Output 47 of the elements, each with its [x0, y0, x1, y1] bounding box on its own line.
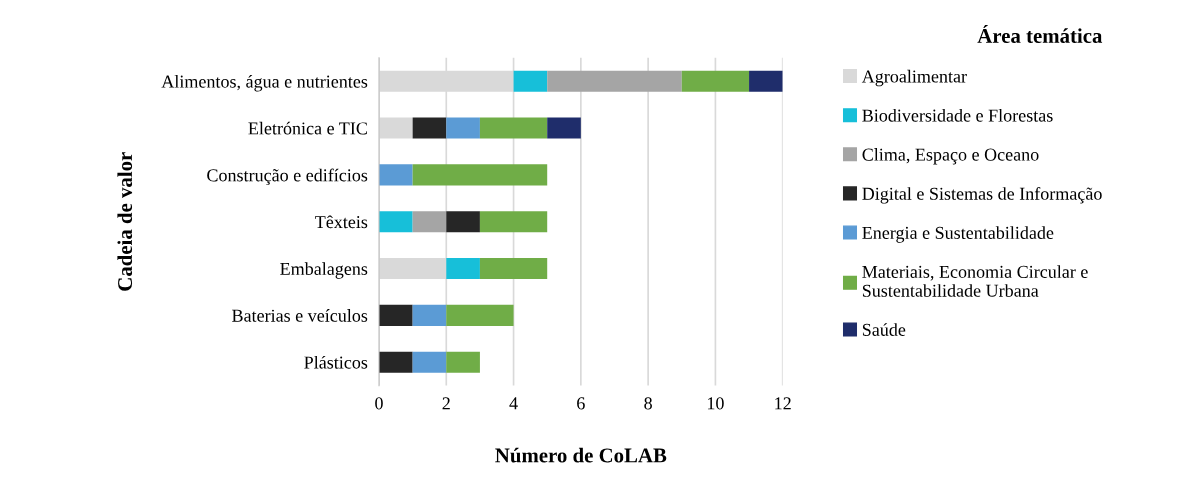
y-tick-label: Construção e edifícios	[207, 168, 368, 186]
bar	[547, 117, 581, 139]
bar	[412, 211, 447, 233]
x-tick-label: 4	[509, 397, 518, 410]
bar	[378, 117, 413, 139]
bar	[378, 211, 413, 233]
bar	[412, 351, 447, 373]
bar	[547, 70, 682, 92]
bar	[446, 117, 480, 139]
y-axis-title: Cadeia de valor	[117, 152, 133, 291]
bar	[412, 304, 447, 326]
bar	[479, 211, 548, 233]
y-tick-label: Eletrónica e TIC	[248, 121, 367, 135]
x-tick-label: 2	[442, 397, 450, 410]
bar	[378, 351, 413, 373]
y-tick-label: Plásticos	[304, 355, 368, 369]
legend-label: Biodiversidade e Florestas	[862, 108, 1053, 122]
legend-label: Clima, Espaço e Oceano	[862, 148, 1039, 165]
y-tick-label: Têxteis	[315, 215, 368, 229]
x-tick-label: 12	[775, 397, 791, 410]
y-tick-label: Alimentos, água e nutrientes	[161, 74, 368, 92]
bar	[446, 211, 480, 233]
legend-label: Energia e Sustentabilidade	[862, 226, 1054, 243]
bar	[412, 164, 548, 186]
bar	[681, 70, 750, 92]
bar	[446, 304, 514, 326]
bar	[378, 304, 413, 326]
x-tick-label: 6	[577, 397, 585, 410]
bar	[513, 70, 548, 92]
legend-label: Materiais, Economia Circular e Sustentabilidade Urbana	[862, 265, 1088, 297]
x-axis-title: Número de CoLAB	[495, 447, 667, 463]
bar	[378, 164, 413, 186]
y-tick-label: Embalagens	[280, 262, 368, 279]
x-tick-label: 0	[375, 397, 383, 410]
bar	[446, 258, 480, 280]
legend-label: Agroalimentar	[861, 69, 967, 87]
legend-title: Área temática	[977, 24, 1103, 43]
legend-label: Saúde	[862, 323, 906, 336]
legend-label: Digital e Sistemas de Informação	[862, 186, 1102, 204]
bar	[479, 258, 548, 280]
bar	[479, 117, 548, 139]
bar	[446, 351, 480, 373]
bar	[749, 70, 783, 92]
bar	[412, 117, 447, 139]
x-tick-label: 8	[644, 397, 652, 410]
x-tick-label: 10	[707, 397, 724, 410]
y-tick-label: Baterias e veículos	[232, 309, 368, 322]
